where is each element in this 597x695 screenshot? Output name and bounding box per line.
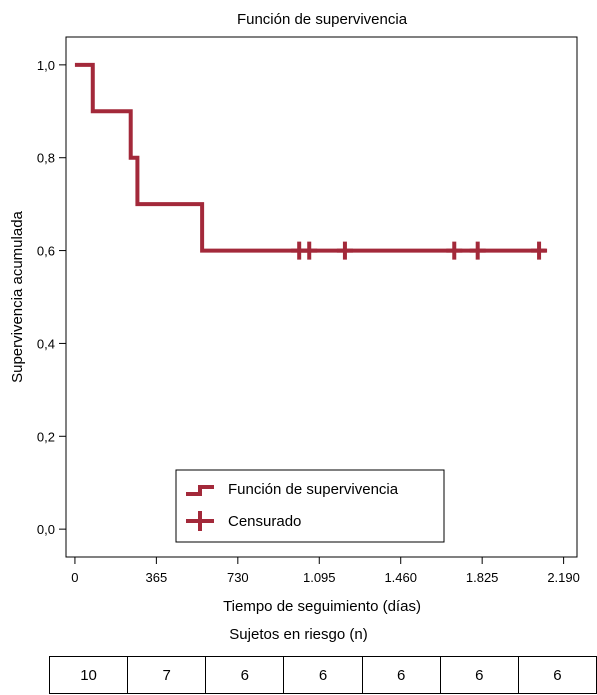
- risk-cell: 7: [127, 656, 207, 694]
- x-tick-label: 2.190: [547, 570, 580, 585]
- x-tick-label: 1.095: [303, 570, 336, 585]
- x-axis-label: Tiempo de seguimiento (días): [223, 598, 421, 615]
- legend-label-survival: Función de supervivencia: [228, 481, 399, 498]
- y-tick-label: 0,0: [37, 522, 55, 537]
- y-tick-label: 0,6: [37, 244, 55, 259]
- x-tick-label: 1.460: [384, 570, 417, 585]
- risk-cell: 6: [361, 656, 441, 694]
- legend: Función de supervivencia Censurado: [175, 469, 445, 543]
- y-tick-label: 0,2: [37, 429, 55, 444]
- y-tick-label: 0,4: [37, 336, 55, 351]
- y-tick-label: 1,0: [37, 58, 55, 73]
- risk-cell: 6: [283, 656, 363, 694]
- censor-marker: [531, 241, 548, 260]
- legend-step-symbol: [186, 485, 214, 496]
- censor-marker: [469, 241, 486, 260]
- censor-marker: [301, 241, 318, 260]
- censor-marker: [336, 241, 353, 260]
- risk-cell: 10: [48, 656, 129, 694]
- risk-cell: 6: [439, 656, 519, 694]
- x-tick-label: 730: [227, 570, 249, 585]
- y-axis-label: Supervivencia acumulada: [9, 210, 26, 382]
- survival-chart: Función de supervivencia 0 365 730 1.095 1.4…: [9, 11, 580, 615]
- plot-frame: [65, 36, 578, 558]
- risk-cell: 6: [517, 656, 597, 694]
- x-tick-label: 0: [71, 570, 78, 585]
- censor-marker: [446, 241, 463, 260]
- chart-title: Función de supervivencia: [237, 11, 408, 28]
- risk-table-row: 10 7 6 6 6 6 6: [48, 656, 597, 694]
- legend-box: [175, 469, 445, 543]
- risk-table: 10 7 6 6 6 6 6: [48, 656, 597, 694]
- survival-step-line: [74, 62, 546, 253]
- y-tick-label: 0,8: [37, 151, 55, 166]
- legend-censor-symbol: [186, 511, 214, 531]
- risk-table-title: Sujetos en riesgo (n): [229, 626, 368, 643]
- risk-cell: 6: [205, 656, 285, 694]
- legend-label-censored: Censurado: [228, 513, 301, 530]
- x-tick-label: 365: [146, 570, 168, 585]
- x-tick-label: 1.825: [466, 570, 499, 585]
